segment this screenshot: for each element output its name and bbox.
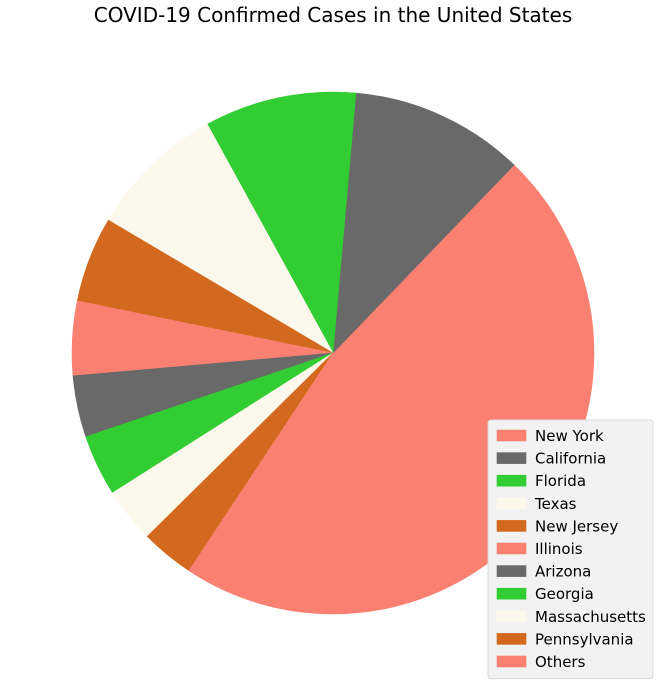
legend-swatch-florida bbox=[496, 474, 527, 487]
legend-label-texas: Texas bbox=[534, 495, 577, 513]
legend-label-others: Others bbox=[535, 653, 586, 671]
pie-slice-california bbox=[332, 92, 515, 354]
legend-label-arizona: Arizona bbox=[535, 563, 591, 581]
legend-swatch-texas bbox=[496, 497, 527, 510]
legend-label-georgia: Georgia bbox=[535, 585, 594, 603]
legend-swatch-pennsylvania bbox=[496, 633, 527, 645]
legend-swatch-others bbox=[496, 655, 527, 668]
legend-swatch-new-jersey bbox=[496, 520, 527, 532]
legend-label-illinois: Illinois bbox=[535, 540, 583, 558]
chart-title: COVID-19 Confirmed Cases in the United S… bbox=[94, 3, 572, 27]
legend-label-california: California bbox=[535, 450, 606, 468]
pie-slice-texas bbox=[107, 123, 334, 354]
legend-label-massachusetts: Massachusetts bbox=[535, 608, 646, 626]
legend-label-florida: Florida bbox=[535, 472, 586, 490]
legend-frame bbox=[487, 419, 654, 680]
legend-label-new-york: New York bbox=[535, 427, 604, 445]
pie-slice-new-york bbox=[332, 164, 595, 354]
legend-swatch-new-york bbox=[496, 429, 527, 442]
legend-swatch-arizona bbox=[496, 565, 527, 577]
legend-swatch-california bbox=[496, 452, 527, 464]
legend-label-new-jersey: New Jersey bbox=[535, 517, 618, 535]
legend-swatch-massachusetts bbox=[496, 610, 527, 623]
pie-slice-florida bbox=[206, 91, 357, 355]
legend-swatch-georgia bbox=[496, 587, 527, 600]
legend: New York California Florida Texas New Jersey… bbox=[487, 419, 654, 680]
legend-label-pennsylvania: Pennsylvania bbox=[535, 630, 634, 648]
legend-swatch-illinois bbox=[496, 542, 527, 555]
